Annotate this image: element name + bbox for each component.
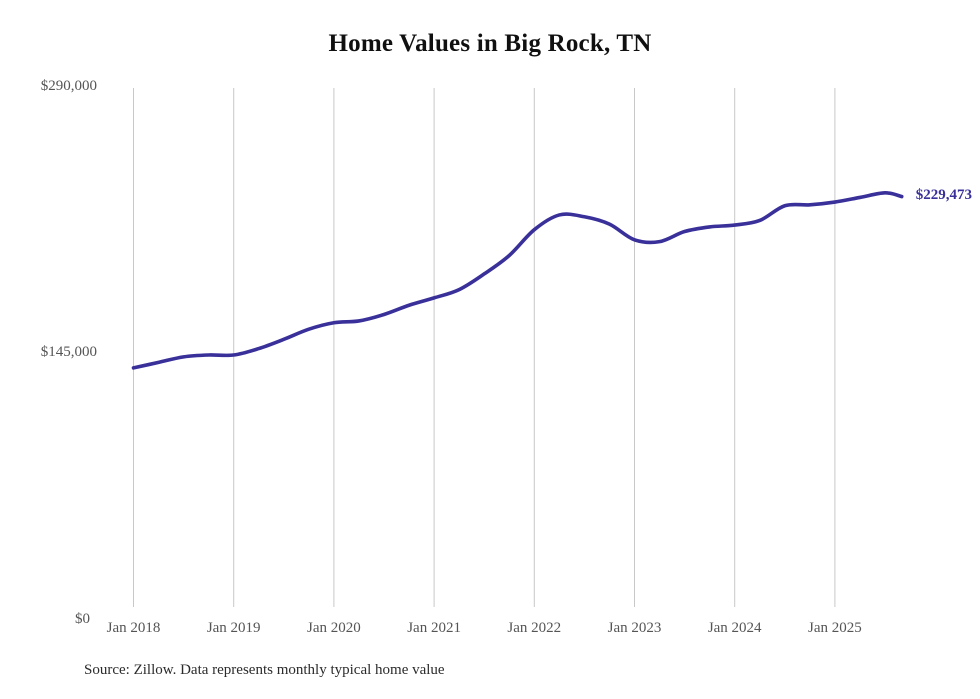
- home-value-line-series: [131, 191, 904, 370]
- y-axis-tick-label-top: $290,000: [40, 78, 97, 94]
- x-axis-tick-label-4: Jan 2022: [507, 620, 562, 636]
- y-axis-tick-label-zero: $0: [75, 611, 90, 627]
- source-note: Source: Zillow. Data represents monthly …: [84, 662, 445, 678]
- x-axis-tick-label-3: Jan 2021: [407, 620, 461, 636]
- x-axis-tick-label-2: Jan 2020: [307, 620, 361, 636]
- series-end-value-label: $229,473: [915, 186, 972, 203]
- chart-title: Home Values in Big Rock, TN: [328, 30, 652, 57]
- x-axis-tick-label-1: Jan 2019: [206, 620, 261, 636]
- y-axis-tick-label-mid: $145,000: [40, 344, 97, 360]
- vertical-gridlines: [133, 88, 836, 607]
- x-axis-tick-label-6: Jan 2024: [707, 620, 762, 636]
- x-axis-tick-label-7: Jan 2025: [808, 620, 862, 636]
- x-axis-tick-label-0: Jan 2018: [106, 620, 161, 636]
- x-axis-tick-label-5: Jan 2023: [607, 620, 662, 636]
